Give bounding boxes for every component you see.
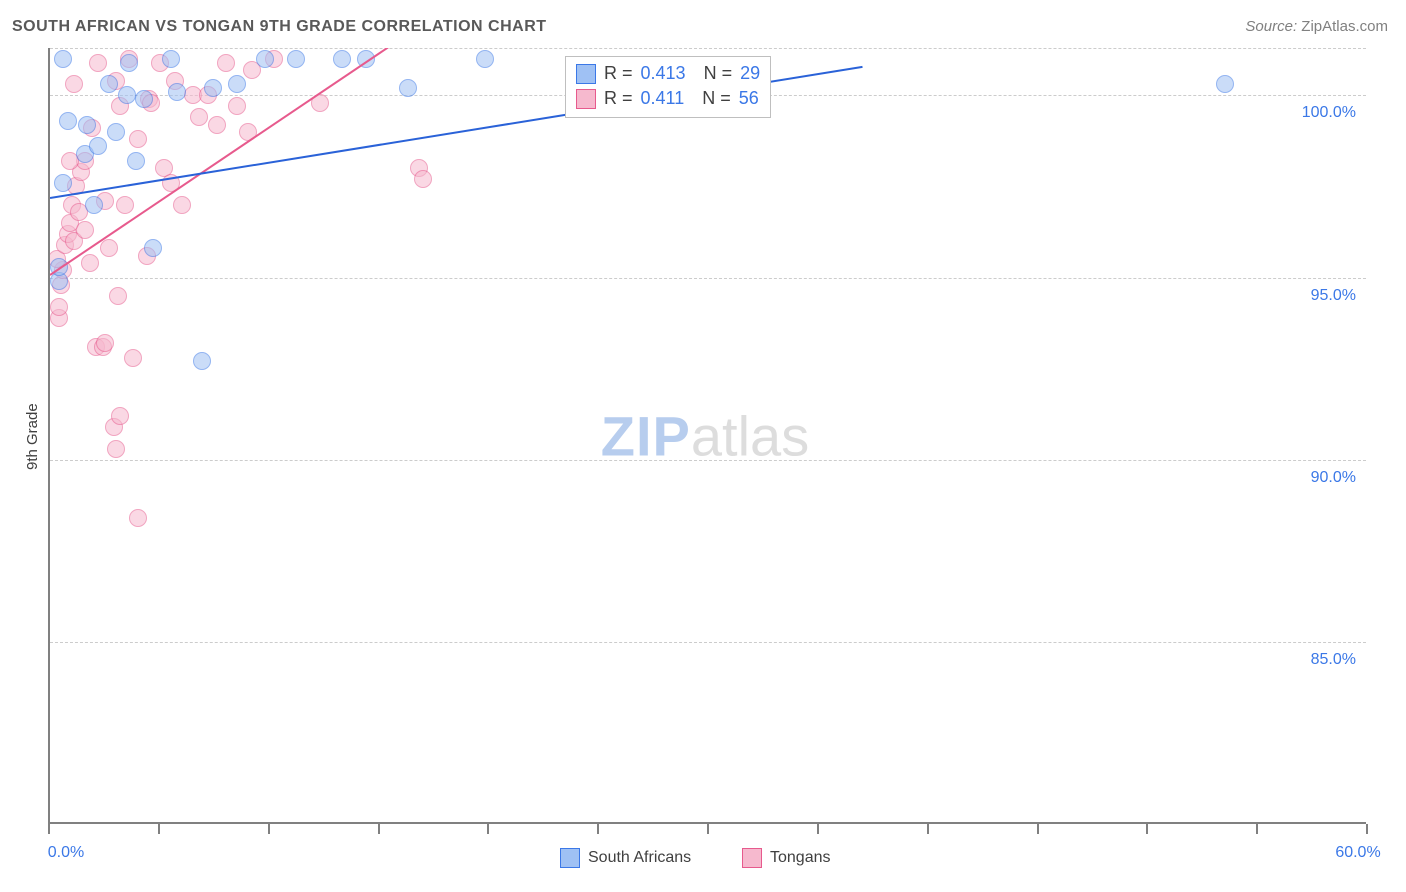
scatter-point-south-africans: [333, 50, 351, 68]
scatter-point-south-africans: [476, 50, 494, 68]
scatter-point-south-africans: [78, 116, 96, 134]
y-axis-label: 9th Grade: [24, 403, 41, 470]
y-tick-label: 95.0%: [1296, 287, 1356, 305]
scatter-point-tongans: [217, 54, 235, 72]
r-label: R =: [604, 88, 633, 109]
scatter-point-south-africans: [287, 50, 305, 68]
scatter-point-tongans: [208, 116, 226, 134]
scatter-point-south-africans: [118, 86, 136, 104]
x-tick: [817, 824, 819, 834]
watermark-text-b: atlas: [691, 405, 809, 468]
scatter-point-tongans: [100, 239, 118, 257]
y-tick-label: 100.0%: [1296, 104, 1356, 122]
scatter-point-south-africans: [127, 152, 145, 170]
series-legend: Tongans: [742, 848, 831, 868]
scatter-point-south-africans: [100, 75, 118, 93]
scatter-point-south-africans: [89, 137, 107, 155]
scatter-point-south-africans: [168, 83, 186, 101]
stats-row: R = 0.411 N = 56: [576, 86, 760, 111]
n-value: 56: [739, 88, 759, 109]
n-label: N =: [694, 63, 733, 84]
r-value: 0.413: [641, 63, 686, 84]
scatter-point-tongans: [109, 287, 127, 305]
plot-area: ZIPatlas: [48, 48, 1366, 824]
scatter-point-tongans: [76, 221, 94, 239]
n-value: 29: [740, 63, 760, 84]
scatter-point-tongans: [107, 440, 125, 458]
scatter-point-south-africans: [228, 75, 246, 93]
scatter-point-south-africans: [54, 174, 72, 192]
scatter-point-tongans: [65, 75, 83, 93]
gridline: [50, 278, 1366, 279]
x-tick: [597, 824, 599, 834]
x-tick-label: 0.0%: [48, 844, 84, 862]
x-tick: [378, 824, 380, 834]
scatter-point-tongans: [190, 108, 208, 126]
scatter-point-tongans: [96, 334, 114, 352]
scatter-point-tongans: [124, 349, 142, 367]
stats-legend: R = 0.413 N = 29 R = 0.411 N = 56: [565, 56, 771, 118]
legend-swatch: [742, 848, 762, 868]
scatter-point-tongans: [89, 54, 107, 72]
scatter-point-south-africans: [193, 352, 211, 370]
x-tick-label: 60.0%: [1335, 844, 1380, 862]
legend-label: Tongans: [770, 849, 831, 867]
x-tick: [927, 824, 929, 834]
scatter-point-south-africans: [256, 50, 274, 68]
y-tick-label: 85.0%: [1296, 651, 1356, 669]
scatter-point-south-africans: [54, 50, 72, 68]
r-label: R =: [604, 63, 633, 84]
legend-swatch: [576, 89, 596, 109]
x-tick: [487, 824, 489, 834]
legend-swatch: [560, 848, 580, 868]
r-value: 0.411: [641, 88, 685, 109]
x-tick: [158, 824, 160, 834]
scatter-point-south-africans: [1216, 75, 1234, 93]
x-tick: [268, 824, 270, 834]
x-tick: [1256, 824, 1258, 834]
x-tick: [1037, 824, 1039, 834]
gridline: [50, 642, 1366, 643]
x-tick: [1146, 824, 1148, 834]
scatter-point-tongans: [111, 407, 129, 425]
scatter-point-south-africans: [85, 196, 103, 214]
stats-row: R = 0.413 N = 29: [576, 61, 760, 86]
gridline: [50, 460, 1366, 461]
legend-swatch: [576, 64, 596, 84]
scatter-point-south-africans: [120, 54, 138, 72]
scatter-point-tongans: [414, 170, 432, 188]
scatter-point-south-africans: [144, 239, 162, 257]
scatter-point-tongans: [173, 196, 191, 214]
scatter-point-south-africans: [59, 112, 77, 130]
watermark-text-a: ZIP: [601, 405, 691, 468]
x-tick: [48, 824, 50, 834]
scatter-point-tongans: [129, 509, 147, 527]
scatter-point-south-africans: [204, 79, 222, 97]
x-tick: [707, 824, 709, 834]
scatter-point-south-africans: [399, 79, 417, 97]
scatter-point-south-africans: [162, 50, 180, 68]
source-credit: Source: ZipAtlas.com: [1245, 18, 1388, 35]
scatter-point-tongans: [228, 97, 246, 115]
series-legend: South Africans: [560, 848, 691, 868]
scatter-point-south-africans: [135, 90, 153, 108]
gridline: [50, 48, 1366, 49]
n-label: N =: [692, 88, 731, 109]
y-tick-label: 90.0%: [1296, 469, 1356, 487]
source-name: ZipAtlas.com: [1301, 18, 1388, 35]
source-label: Source:: [1245, 18, 1301, 35]
legend-label: South Africans: [588, 849, 691, 867]
scatter-point-tongans: [81, 254, 99, 272]
x-tick: [1366, 824, 1368, 834]
chart-title: SOUTH AFRICAN VS TONGAN 9TH GRADE CORREL…: [12, 18, 547, 36]
scatter-point-tongans: [116, 196, 134, 214]
scatter-point-tongans: [129, 130, 147, 148]
scatter-point-south-africans: [107, 123, 125, 141]
scatter-point-tongans: [50, 298, 68, 316]
